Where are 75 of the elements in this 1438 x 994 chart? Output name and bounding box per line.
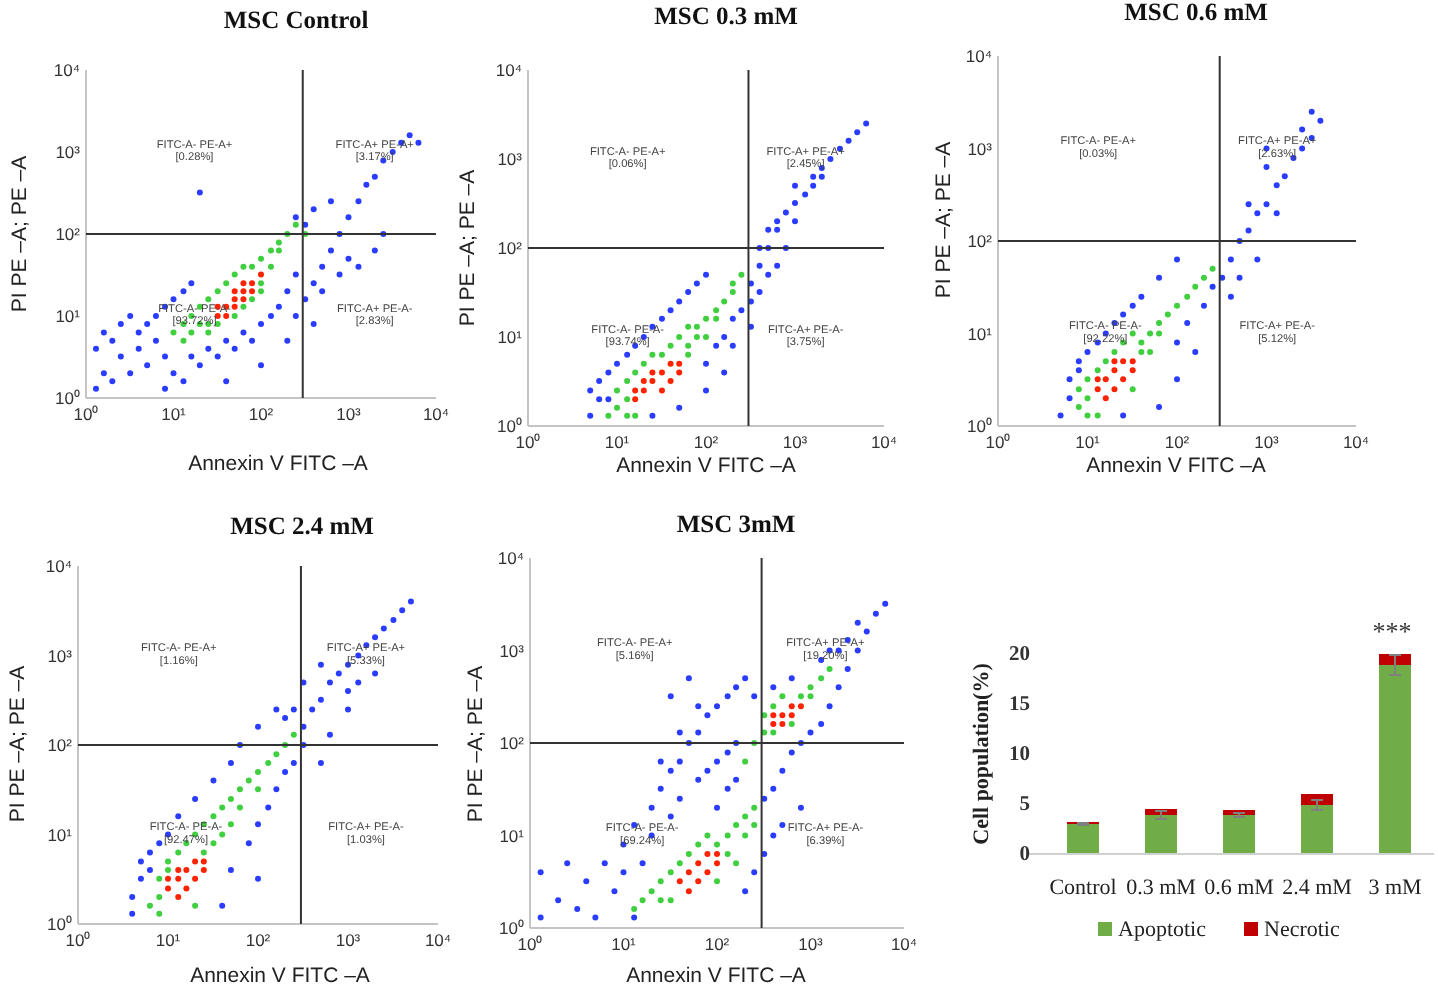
x-tick-label: 10²: [693, 432, 719, 452]
y-tick-label: 10³: [55, 142, 81, 162]
x-tick-label: 10¹: [1075, 432, 1101, 452]
chart-title: MSC Control: [223, 6, 370, 34]
x-tick-label: 10²: [704, 934, 730, 954]
x-axis-title: Annexin V FITC –A: [626, 964, 806, 988]
y-tick-label: 10⁴: [45, 556, 73, 576]
y-tick-label: 10¹: [55, 306, 81, 326]
y-tick-label: 10³: [47, 645, 73, 666]
y-tick-label: 15: [1009, 693, 1030, 715]
x-tick-label: 10⁴: [1342, 432, 1370, 452]
y-tick-label: 10²: [967, 231, 993, 251]
x-tick-label: 10⁰: [515, 432, 541, 452]
y-tick-label: 0: [1019, 843, 1030, 865]
y-tick-label: 20: [1009, 643, 1030, 665]
x-tick-label: Control: [1049, 876, 1117, 900]
x-tick-label: 10⁰: [517, 934, 543, 954]
y-axis-title: PI PE –A; PE –A: [932, 141, 956, 299]
x-tick-label: 10¹: [604, 432, 630, 452]
x-tick-label: 10²: [248, 404, 274, 424]
y-axis-title: PI PE –A; PE –A: [8, 155, 32, 313]
x-axis-title: Annexin V FITC –A: [190, 964, 370, 988]
y-tick-label: 10³: [499, 640, 525, 661]
x-tick-label: 10⁰: [73, 404, 99, 424]
y-tick-label: 10: [1009, 743, 1030, 765]
y-tick-label: 10⁴: [965, 46, 993, 66]
y-tick-label: 10⁴: [53, 60, 81, 80]
y-tick-label: 10¹: [499, 825, 525, 846]
y-axis-title: Cell population(%): [970, 662, 994, 845]
x-tick-label: 0.3 mM: [1126, 876, 1197, 900]
x-tick-label: 10³: [798, 934, 824, 954]
y-tick-label: 5: [1019, 793, 1030, 815]
x-tick-label: 10⁴: [890, 934, 918, 954]
x-tick-label: 10⁰: [985, 432, 1011, 452]
y-tick-label: 10²: [47, 735, 73, 755]
chart-title: MSC 3mM: [676, 510, 796, 538]
x-tick-label: 10¹: [611, 934, 637, 954]
x-tick-label: 10⁴: [424, 930, 452, 950]
x-tick-label: 3 mM: [1368, 876, 1423, 900]
chart-title: MSC 2.4 mM: [230, 512, 375, 540]
legend-label: Necrotic: [1264, 918, 1340, 942]
y-tick-label: 10²: [497, 238, 523, 258]
x-tick-label: 10¹: [155, 930, 181, 950]
y-tick-label: 10⁴: [495, 60, 523, 80]
x-axis-title: Annexin V FITC –A: [616, 454, 796, 478]
y-tick-label: 10²: [55, 224, 81, 244]
x-tick-label: 0.6 mM: [1204, 876, 1275, 900]
y-axis-title: PI PE –A; PE –A: [456, 169, 480, 327]
x-tick-label: 10³: [782, 432, 808, 452]
y-tick-label: 10²: [499, 733, 525, 753]
y-tick-label: 10³: [497, 149, 523, 169]
x-tick-label: 10⁴: [422, 404, 450, 424]
y-tick-label: 10¹: [497, 327, 523, 347]
x-tick-label: 2.4 mM: [1282, 876, 1353, 900]
x-tick-label: 10²: [245, 930, 271, 950]
x-axis-title: Annexin V FITC –A: [188, 452, 368, 476]
legend-label: Apoptotic: [1118, 918, 1207, 942]
y-axis-title: PI PE –A; PE –A: [464, 665, 488, 823]
x-tick-label: 10³: [335, 930, 361, 950]
x-tick-label: 10³: [1254, 432, 1280, 452]
x-axis-title: Annexin V FITC –A: [1086, 454, 1266, 478]
y-axis-title: PI PE –A; PE –A: [6, 665, 30, 823]
y-tick-label: 10¹: [967, 323, 993, 344]
text: ***: [1372, 615, 1412, 645]
x-tick-label: 10²: [1164, 432, 1190, 452]
y-tick-label: 10³: [967, 138, 993, 159]
y-tick-label: 10¹: [47, 824, 73, 845]
chart-title: MSC 0.3 mM: [654, 2, 799, 30]
x-tick-label: 10⁴: [870, 432, 898, 452]
y-tick-label: 10⁰: [55, 388, 80, 408]
y-tick-label: 10⁰: [47, 914, 72, 934]
x-tick-label: 10³: [336, 404, 362, 424]
x-tick-label: 10¹: [161, 404, 187, 424]
chart-title: MSC 0.6 mM: [1124, 0, 1269, 26]
y-tick-label: 10⁴: [497, 548, 525, 568]
